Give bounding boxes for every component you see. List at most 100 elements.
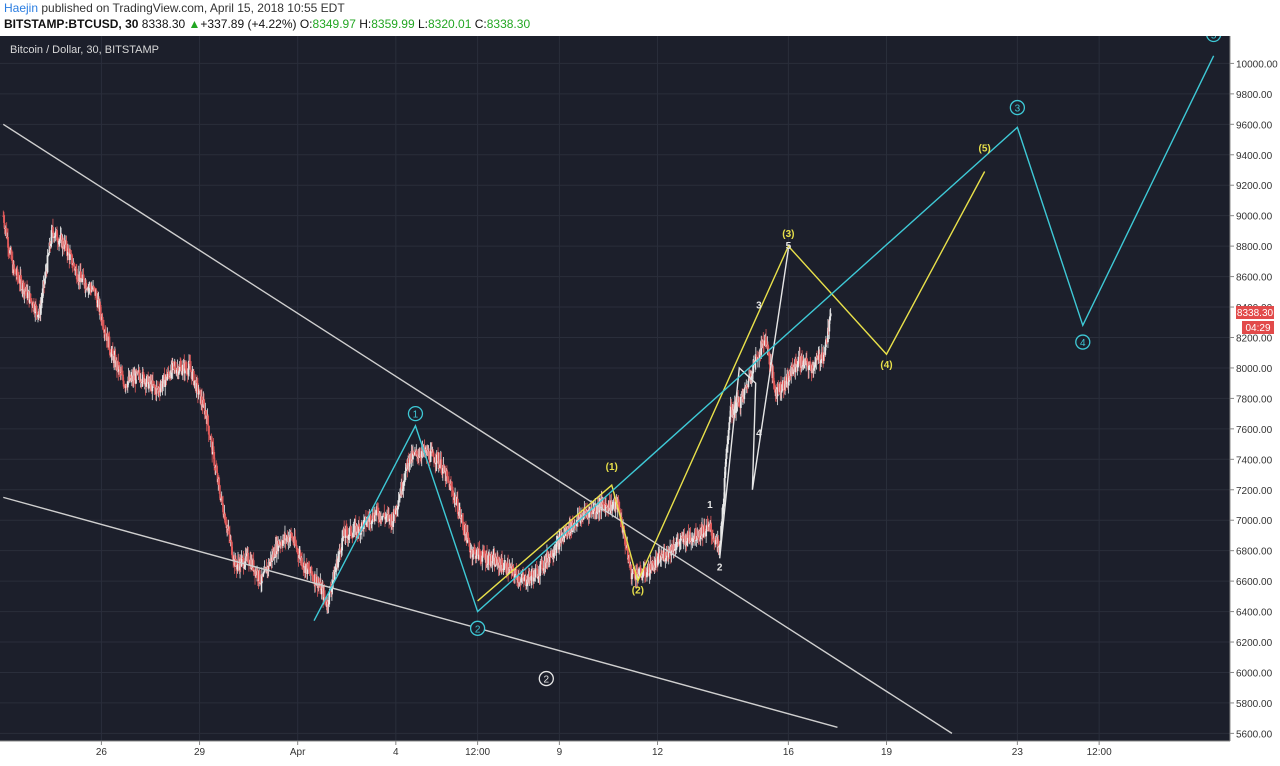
candle-body	[363, 517, 366, 521]
candle-body	[328, 591, 331, 605]
candle-body	[805, 358, 808, 361]
cyan-wave-label: 4	[1080, 338, 1086, 349]
candle-body	[598, 504, 601, 513]
candle-body	[3, 215, 5, 223]
author-link[interactable]: Haejin	[4, 1, 39, 15]
candle-body	[750, 376, 753, 379]
candle-body	[161, 383, 164, 389]
candle-body	[490, 553, 493, 564]
candle-body	[235, 558, 237, 566]
candle-body	[90, 289, 93, 292]
candle-body	[104, 331, 107, 335]
candle-body	[311, 573, 314, 576]
candle-body	[550, 550, 553, 558]
candle-body	[827, 327, 829, 343]
candle-body	[520, 578, 523, 580]
candle-body	[815, 356, 818, 361]
candle-body	[525, 584, 528, 586]
candle-body	[483, 551, 486, 557]
candle-body	[198, 389, 201, 394]
candle-body	[657, 554, 660, 557]
candle-body	[324, 598, 327, 605]
candle-body	[218, 478, 220, 485]
candle-body	[578, 513, 581, 520]
price-tick-label: 9800.00	[1236, 90, 1273, 101]
time-axis[interactable]: 4 9 12 16 19 23 26 29 Apr 12:00 12:00	[0, 740, 1230, 761]
candle-body	[368, 517, 371, 522]
candle-body	[462, 521, 465, 529]
candle-body	[703, 525, 706, 533]
candle-body	[644, 575, 647, 577]
candle-body	[393, 509, 396, 514]
candle-body	[285, 538, 288, 541]
time-tick-label: 12:00	[1087, 747, 1112, 758]
candle-body	[441, 473, 444, 475]
candle-body	[603, 504, 605, 506]
candle-body	[23, 289, 26, 295]
candle-body	[385, 516, 388, 518]
candle-body	[221, 496, 224, 504]
candle-body	[5, 228, 8, 238]
candle-body	[512, 568, 515, 575]
candle-body	[289, 531, 292, 538]
candle-body	[696, 536, 699, 540]
candle-body	[42, 281, 45, 289]
candle-body	[290, 533, 293, 539]
candle-body	[695, 539, 698, 541]
candle-body	[812, 365, 814, 371]
yellow-wave-label: (1)	[606, 462, 618, 473]
candle-body	[541, 560, 544, 570]
candle-body	[209, 436, 212, 440]
candle-body	[317, 583, 320, 589]
candle-body	[665, 558, 667, 560]
candle-body	[56, 240, 59, 243]
candle-body	[459, 510, 462, 519]
time-tick-label: 29	[194, 747, 206, 758]
candle-body	[327, 604, 330, 606]
candle-body	[691, 538, 694, 542]
countdown-tag: 04:29	[1245, 323, 1270, 334]
candle-body	[52, 226, 54, 233]
candle-body	[806, 360, 809, 367]
candle-body	[135, 371, 137, 384]
candle-body	[602, 501, 605, 505]
candle-body	[175, 369, 178, 374]
candle-body	[367, 518, 369, 521]
candle-body	[722, 498, 725, 507]
candle-body	[491, 561, 494, 564]
candle-body	[320, 588, 323, 594]
candle-body	[797, 357, 800, 363]
candle-body	[596, 510, 599, 512]
yellow-wave-label: (3)	[782, 229, 794, 240]
countdown-tag-bg	[1242, 321, 1274, 334]
time-tick-label: 12:00	[465, 747, 490, 758]
candle-body	[224, 522, 227, 525]
candle-body	[423, 446, 426, 453]
candle-body	[195, 380, 198, 392]
candle-body	[243, 564, 246, 568]
candle-body	[555, 542, 558, 554]
price-axis[interactable]: 10000.00 9800.00 9600.00 9400.00 9200.00 9000…	[1229, 36, 1280, 761]
candle-body	[799, 355, 801, 366]
candle-body	[530, 576, 533, 581]
candle-body	[225, 524, 228, 528]
high-label: H:	[359, 17, 372, 31]
candle-body	[723, 478, 726, 499]
candle-body	[469, 551, 472, 553]
candle-body	[719, 540, 722, 545]
candle-body	[801, 356, 803, 367]
candle-body	[316, 576, 319, 589]
close-value: 8338.30	[486, 17, 531, 31]
candle-body	[389, 515, 392, 519]
cyan-wave-label: 3	[1015, 104, 1021, 115]
candle-body	[631, 571, 634, 574]
candle-body	[451, 489, 454, 491]
candle-body	[247, 552, 250, 563]
candle-body	[712, 535, 714, 539]
candle-body	[655, 558, 658, 560]
candle-body	[397, 500, 400, 507]
candle-body	[471, 550, 473, 558]
candle-body	[584, 509, 586, 511]
